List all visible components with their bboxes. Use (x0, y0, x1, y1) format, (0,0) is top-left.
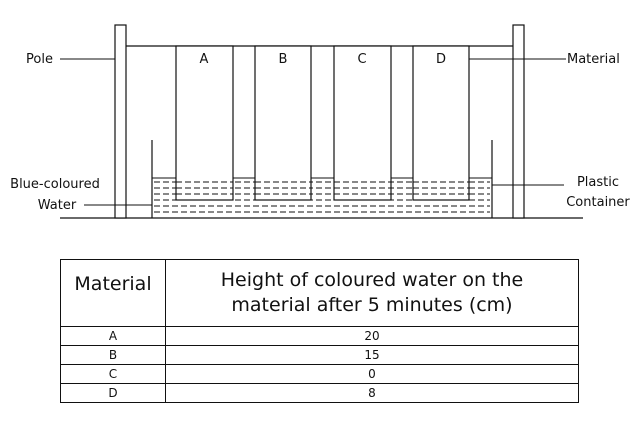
cell-material: D (60, 383, 166, 403)
pole-label: Pole (26, 52, 53, 67)
table-header-row: Material Height of coloured water on the… (60, 259, 579, 327)
container-label-line1: Plastic (577, 175, 619, 190)
callout-lines (60, 58, 566, 206)
material-label: Material (567, 52, 620, 67)
cell-height: 20 (165, 326, 579, 346)
results-table: Material Height of coloured water on the… (60, 259, 579, 403)
blue-water-label-line1: Blue-coloured (10, 177, 100, 192)
cell-height: 0 (165, 364, 579, 384)
material-strip-d (412, 45, 470, 201)
material-strip-c (333, 45, 392, 201)
strip-label-a: A (200, 52, 209, 67)
header-material: Material (60, 259, 166, 327)
blue-water-label-line2: Water (38, 198, 77, 213)
left-pole (114, 24, 127, 219)
cell-height: 8 (165, 383, 579, 403)
table-row: C 0 (60, 364, 579, 384)
experiment-diagram: A B C D Pole Material Blue-coloured Wate… (10, 24, 630, 219)
cell-material: A (60, 326, 166, 346)
material-strip-b (254, 45, 312, 201)
water-over-strips (176, 181, 469, 195)
cell-material: C (60, 364, 166, 384)
cell-material: B (60, 345, 166, 365)
header-height-line1: Height of coloured water on the (220, 269, 524, 291)
table-row: B 15 (60, 345, 579, 365)
header-height-line2: material after 5 minutes (cm) (231, 294, 513, 316)
right-pole (512, 24, 525, 219)
table-row: A 20 (60, 326, 579, 346)
material-strip-a (175, 45, 234, 201)
table-row: D 8 (60, 383, 579, 403)
strip-label-d: D (436, 52, 446, 67)
header-height: Height of coloured water on the material… (165, 259, 579, 327)
strip-label-b: B (279, 52, 288, 67)
container-label-line2: Container (566, 195, 630, 210)
cell-height: 15 (165, 345, 579, 365)
strip-label-c: C (357, 52, 366, 67)
